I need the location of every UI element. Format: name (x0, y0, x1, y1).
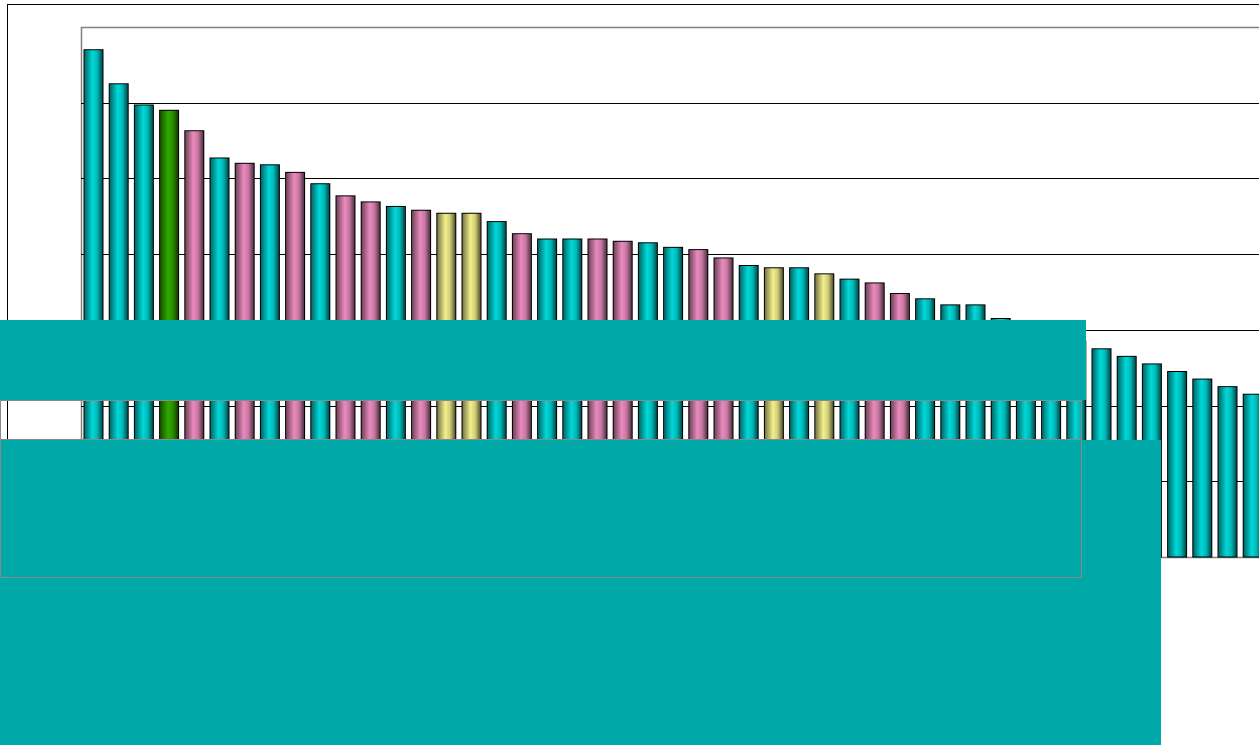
bar (1243, 394, 1259, 557)
bar (1168, 372, 1187, 558)
bar (1218, 387, 1237, 557)
overlay-panel-top (0, 320, 1086, 400)
overlay-panel-frame (0, 400, 1082, 578)
overlay-divider (0, 439, 1082, 440)
bar (1193, 379, 1212, 557)
